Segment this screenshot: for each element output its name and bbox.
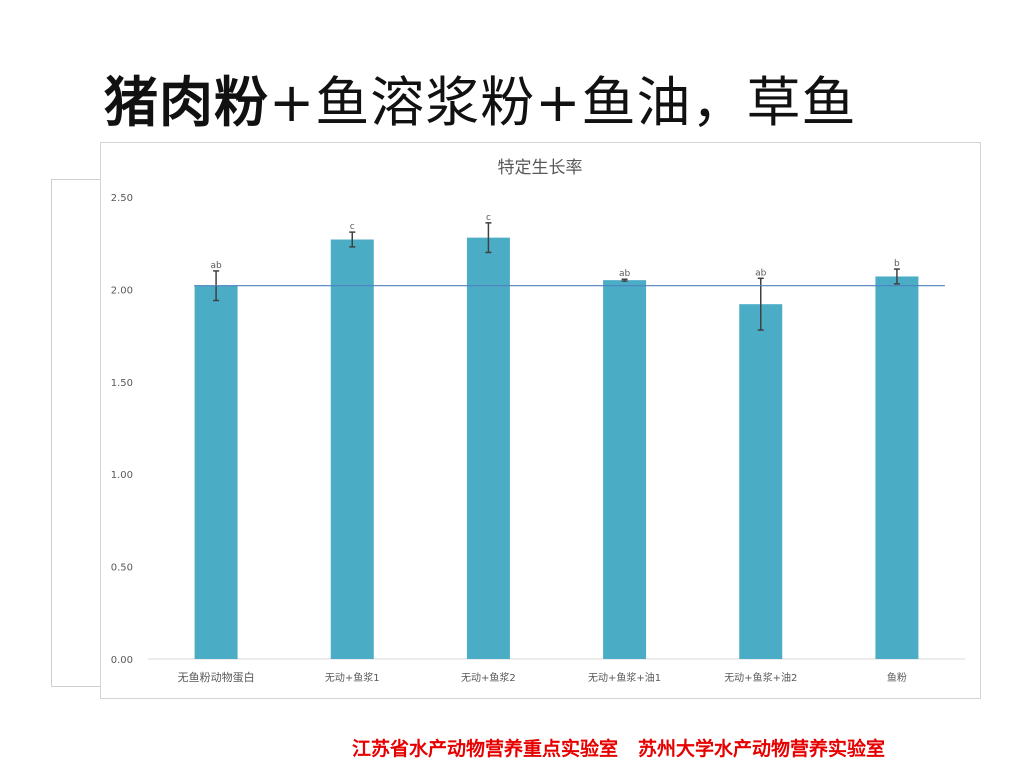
category-label: 无动+鱼浆2 xyxy=(461,671,516,684)
bar xyxy=(330,239,374,659)
error-bar xyxy=(485,222,492,254)
y-axis: 0.00 0.50 1.00 1.50 2.00 2.50 xyxy=(111,193,133,666)
significance-label: ab xyxy=(755,268,767,278)
category-label: 无动+鱼浆+油1 xyxy=(588,671,661,684)
x-axis: 无鱼粉动物蛋白 无动+鱼浆1 无动+鱼浆2 无动+鱼浆+油1 无动+鱼浆+油2 鱼粉 xyxy=(178,670,907,684)
error-bars-group xyxy=(213,222,900,331)
y-tick-label: 2.00 xyxy=(111,285,133,296)
footer-lab-1: 江苏省水产动物营养重点实验室 xyxy=(352,738,619,760)
y-tick-label: 2.50 xyxy=(111,193,133,204)
y-tick-label: 1.00 xyxy=(111,470,133,481)
slide-title: 猪肉粉+鱼溶浆粉+鱼油，草鱼 xyxy=(104,58,857,137)
significance-label: c xyxy=(350,222,355,232)
bar xyxy=(466,237,510,659)
footer-lab-2: 苏州大学水产动物营养实验室 xyxy=(638,738,886,760)
significance-label: ab xyxy=(619,269,631,279)
significance-label: b xyxy=(894,259,900,269)
y-tick-label: 1.50 xyxy=(111,378,133,389)
footer-labs: 江苏省水产动物营养重点实验室 苏州大学水产动物营养实验室 xyxy=(352,734,885,761)
bar xyxy=(875,276,919,659)
category-label: 无动+鱼浆1 xyxy=(325,671,380,684)
category-label: 无鱼粉动物蛋白 xyxy=(178,670,255,684)
significance-labels: ab c c ab ab b xyxy=(210,213,900,279)
slide-title-rest: +鱼溶浆粉+鱼油，草鱼 xyxy=(269,71,857,134)
category-label: 无动+鱼浆+油2 xyxy=(724,671,797,684)
error-bar xyxy=(621,278,628,282)
significance-label: c xyxy=(486,213,491,223)
significance-label: ab xyxy=(210,261,222,271)
y-tick-label: 0.00 xyxy=(111,655,133,666)
slide-title-bold: 猪肉粉 xyxy=(104,71,269,134)
bar xyxy=(603,280,647,659)
error-bar xyxy=(757,277,764,331)
chart-title: 特定生长率 xyxy=(498,158,583,178)
category-label: 鱼粉 xyxy=(887,671,907,684)
bars-group xyxy=(194,237,919,659)
y-tick-label: 0.50 xyxy=(111,563,133,574)
bar-chart: 特定生长率 0.00 0.50 1.00 1.50 2.00 2.50 ab c c ab ab b… xyxy=(111,158,965,684)
bar xyxy=(194,285,238,659)
bar xyxy=(739,304,783,659)
error-bar xyxy=(893,268,900,285)
error-bar xyxy=(349,231,356,248)
chart-area: 特定生长率 0.00 0.50 1.00 1.50 2.00 2.50 ab c c ab ab b… xyxy=(100,142,981,699)
